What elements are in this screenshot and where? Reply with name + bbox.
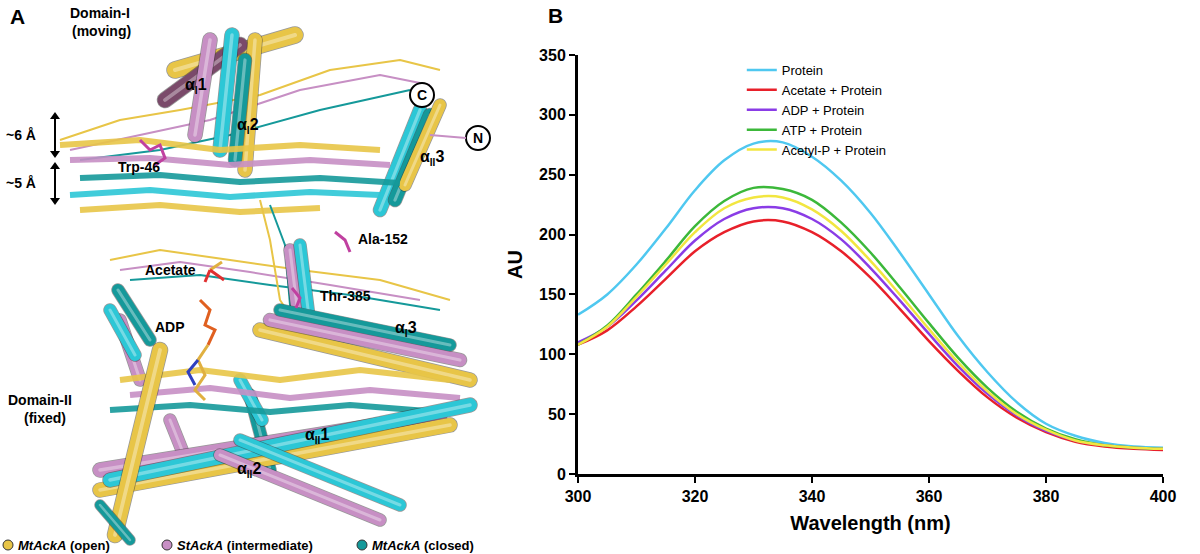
svg-text:ATP + Protein: ATP + Protein (782, 123, 862, 138)
svg-text:300: 300 (539, 106, 566, 123)
svg-text:0: 0 (557, 466, 566, 483)
svg-text:MtAckA (open): MtAckA (open) (18, 538, 110, 553)
svg-text:250: 250 (539, 166, 566, 183)
svg-text:αI1: αI1 (185, 76, 207, 96)
svg-text:Trp-46: Trp-46 (118, 159, 160, 175)
svg-text:380: 380 (1033, 488, 1060, 505)
svg-text:AU: AU (504, 250, 526, 279)
svg-text:360: 360 (916, 488, 943, 505)
svg-text:αII3: αII3 (420, 148, 444, 168)
svg-text:N: N (473, 130, 483, 146)
svg-text:MtAckA (closed): MtAckA (closed) (372, 538, 474, 553)
svg-text:300: 300 (565, 488, 592, 505)
svg-text:ADP: ADP (155, 319, 185, 335)
svg-text:50: 50 (548, 406, 566, 423)
svg-text:200: 200 (539, 226, 566, 243)
svg-text:C: C (417, 87, 427, 103)
svg-text:(moving): (moving) (72, 23, 131, 39)
svg-text:Acetyl-P + Protein: Acetyl-P + Protein (782, 143, 886, 158)
svg-text:αI2: αI2 (237, 116, 259, 136)
svg-text:~5 Å: ~5 Å (6, 175, 36, 191)
svg-text:(fixed): (fixed) (24, 410, 66, 426)
svg-text:Domain-II: Domain-II (8, 392, 72, 408)
svg-text:StAckA (intermediate): StAckA (intermediate) (177, 538, 313, 553)
svg-text:αII2: αII2 (237, 460, 261, 480)
svg-text:Acetate + Protein: Acetate + Protein (782, 83, 882, 98)
svg-text:ADP + Protein: ADP + Protein (782, 103, 865, 118)
svg-text:αI3: αI3 (395, 319, 417, 339)
svg-text:400: 400 (1150, 488, 1177, 505)
svg-text:150: 150 (539, 286, 566, 303)
svg-text:Wavelength (nm): Wavelength (nm) (790, 512, 950, 534)
svg-text:Protein: Protein (782, 63, 823, 78)
svg-text:350: 350 (539, 47, 566, 64)
svg-text:Domain-I: Domain-I (70, 5, 130, 21)
svg-text:Ala-152: Ala-152 (358, 231, 408, 247)
svg-text:340: 340 (799, 488, 826, 505)
svg-text:αII1: αII1 (305, 426, 329, 446)
html-text:B: B (548, 4, 564, 27)
svg-text:100: 100 (539, 346, 566, 363)
svg-text:320: 320 (682, 488, 709, 505)
svg-text:~6 Å: ~6 Å (6, 127, 36, 143)
svg-text:A: A (10, 5, 25, 28)
svg-text:Acetate: Acetate (145, 262, 196, 278)
svg-text:Thr-385: Thr-385 (320, 288, 371, 304)
